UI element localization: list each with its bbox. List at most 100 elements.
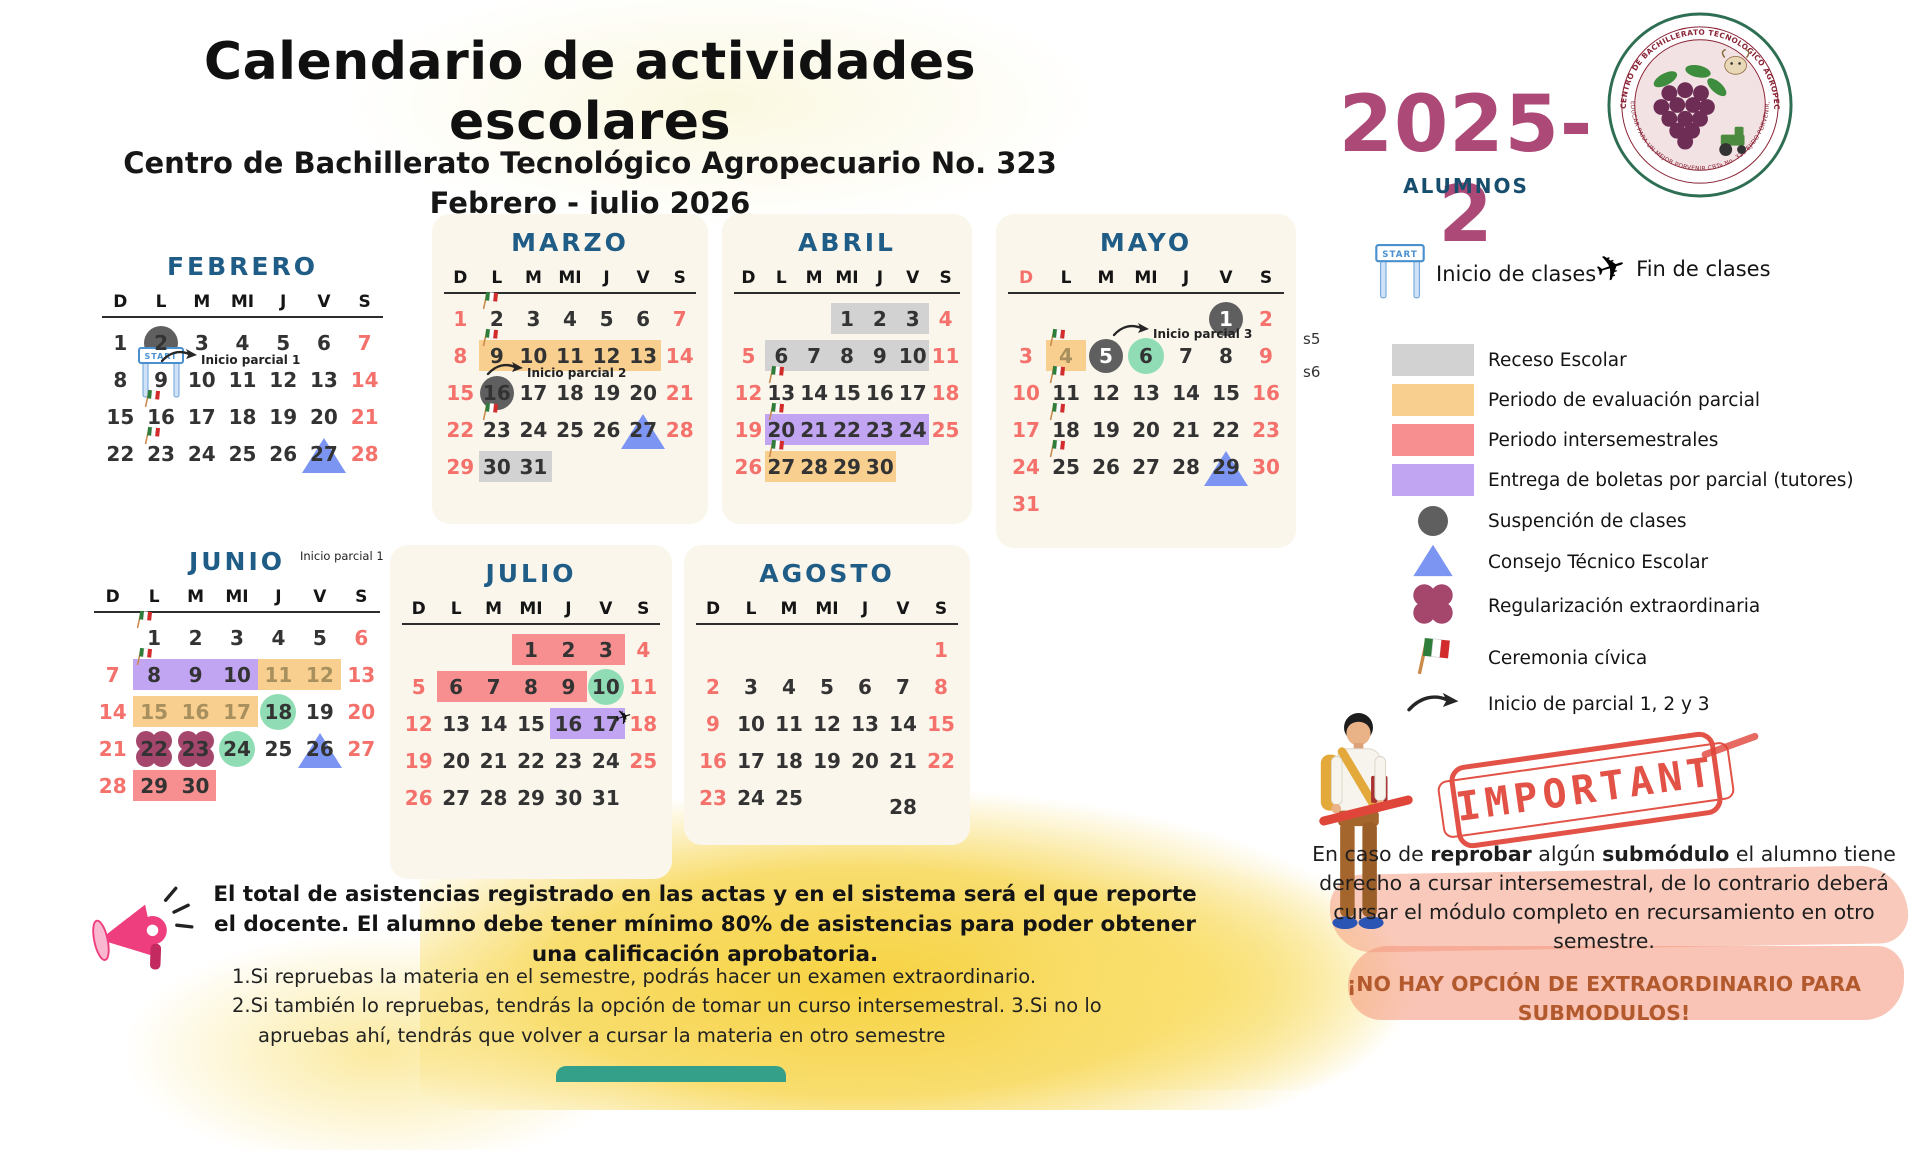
day-abr-29: 29	[830, 448, 864, 485]
day-may-13: 13	[1132, 380, 1160, 405]
day-abr-25: 25	[931, 417, 960, 442]
ceremonia-flag-icon	[766, 402, 786, 426]
cycle-label: 2025-2	[1338, 80, 1594, 260]
day-mar-31: 31	[515, 448, 552, 485]
day-mar-27: 27	[621, 411, 666, 449]
week-row: 16 17 18 19 20 21 22	[694, 742, 960, 779]
day-jun-17: 17	[216, 693, 259, 730]
header-rule	[402, 623, 660, 625]
dow-J: J	[565, 599, 572, 619]
empty-cell	[588, 448, 625, 485]
legend-swatch	[1392, 384, 1474, 416]
week-row: 21 22 23 24 25 26 27	[92, 729, 382, 769]
week-row: 8 START 9 10 11 12 13 14	[100, 347, 385, 398]
day-jul-16: 16	[549, 705, 588, 742]
empty-cell	[258, 767, 299, 804]
day-jun-30: 30	[174, 767, 217, 804]
day-ago-22: 22	[927, 748, 955, 773]
day-jun-8: 8	[133, 647, 176, 693]
day-abr-22: 22	[830, 411, 864, 448]
day-abr-24: 24	[896, 411, 930, 448]
green-circle-icon	[587, 668, 624, 705]
dow-MI: MI	[230, 292, 255, 312]
day-jul-8: 8	[512, 668, 551, 705]
regularizacion-icon	[175, 729, 217, 769]
dow-D: D	[105, 587, 120, 607]
dow-D: D	[453, 268, 468, 288]
day-ago-16: 16	[699, 748, 727, 773]
day-abr-19: 19	[734, 417, 763, 442]
regularizacion-icon	[133, 729, 175, 769]
day-ago-12: 12	[813, 711, 841, 736]
legend-item: Periodo de evaluación parcial	[1390, 380, 1890, 420]
green-circle-icon	[218, 730, 255, 767]
annotation-jun-p1: Inicio parcial 1	[300, 549, 384, 563]
day-feb-8: 8	[113, 367, 128, 392]
day-jun-25: 25	[264, 736, 293, 761]
dow-J: J	[1182, 268, 1190, 288]
day-mar-17: 17	[519, 380, 548, 405]
day-jul-29: 29	[517, 785, 545, 810]
day-feb-28: 28	[350, 441, 379, 466]
day-mar-2: 2	[479, 291, 516, 337]
day-jul-13: 13	[442, 711, 471, 736]
empty-cell	[552, 448, 589, 485]
dow-D: D	[741, 268, 756, 288]
day-abr-4: 4	[938, 306, 953, 331]
day-jun-23: 23	[175, 730, 216, 767]
dow-MI: MI	[558, 268, 582, 288]
day-mar-29: 29	[446, 454, 475, 479]
empty-cell	[732, 631, 770, 668]
day-jun-2: 2	[188, 625, 203, 650]
legend-label: Periodo de evaluación parcial	[1488, 389, 1761, 411]
ceremonia-flag-icon	[766, 365, 786, 389]
empty-cell	[694, 631, 732, 668]
calendar-mayo: MAYO D L M MI J V S 1 2 3 4 5 6 7 8 9 10 11 12 13 14 15 16 17 18 1…	[996, 214, 1296, 548]
svg-text:START: START	[145, 352, 178, 361]
empty-cell	[846, 631, 884, 668]
day-abr-10: 10	[896, 337, 930, 374]
week-row: 15 16 17 18 19 20 21	[442, 374, 698, 411]
day-mar-10: 10	[515, 337, 552, 374]
dow-M: M	[193, 292, 211, 312]
day-ago-1: 1	[934, 637, 948, 662]
no-extraordinario-warning: ¡NO HAY OPCIÓN DE EXTRAORDINARIO PARA SU…	[1346, 972, 1862, 1026]
svg-text:START: START	[1382, 250, 1418, 260]
day-jun-13: 13	[347, 662, 376, 687]
day-jul-15: 15	[517, 711, 545, 736]
day-mar-1: 1	[453, 306, 468, 331]
day-abr-5: 5	[741, 343, 756, 368]
empty-cell	[475, 631, 512, 668]
green-circle-icon	[1128, 337, 1164, 374]
empty-cell	[765, 300, 798, 337]
day-abr-30: 30	[863, 448, 897, 485]
dow-D: D	[1018, 268, 1034, 288]
empty-cell	[1086, 485, 1126, 522]
legend-item: Ceremonia cívica	[1390, 630, 1890, 686]
legend-item: Periodo intersemestrales	[1390, 420, 1890, 460]
day-jun-28: 28	[98, 773, 127, 798]
annotation-text: Inicio parcial 2	[527, 366, 627, 380]
day-may-10: 10	[1012, 380, 1040, 405]
legend-item: Entrega de boletas por parcial (tutores)	[1390, 460, 1890, 500]
week-row: 10 11 12 13 14 15 16	[1006, 365, 1286, 411]
day-jul-26: 26	[404, 785, 433, 810]
day-feb-24: 24	[187, 441, 216, 466]
day-mar-7: 7	[672, 306, 687, 331]
day-jul-23: 23	[554, 748, 583, 773]
day-ago-4: 4	[782, 674, 796, 699]
empty-cell	[922, 779, 960, 816]
week-row: 15 16 17 18 19 20 21	[100, 389, 385, 435]
day-mar-30: 30	[478, 448, 516, 485]
day-jun-24: 24	[216, 730, 257, 767]
day-jul-18: 18	[629, 711, 658, 736]
week-row: 23 24 25 28	[694, 779, 960, 819]
day-mar-14: 14	[665, 343, 694, 368]
empty-cell	[1166, 485, 1206, 522]
day-feb-15: 15	[106, 404, 135, 429]
header-rule	[1008, 292, 1284, 294]
week-row: 31	[1006, 485, 1286, 522]
day-mar-26: 26	[592, 417, 621, 442]
day-jul-2: 2	[549, 631, 588, 668]
